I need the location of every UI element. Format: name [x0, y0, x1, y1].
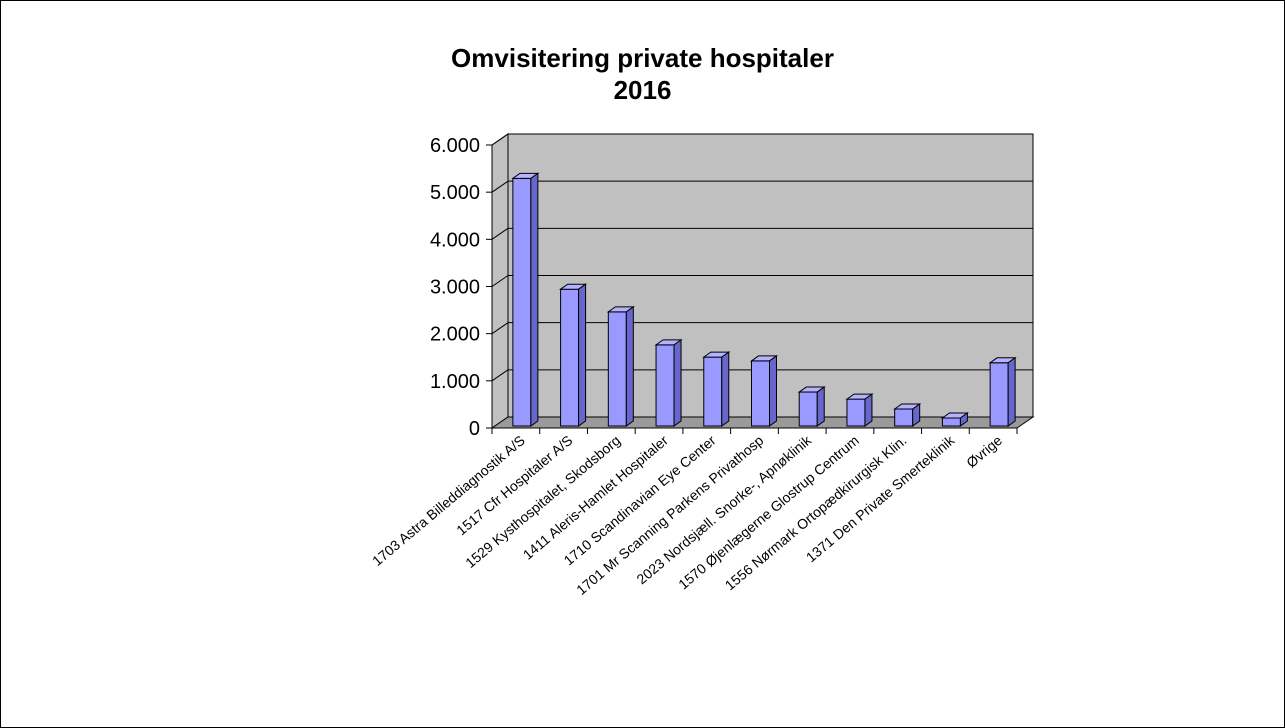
- bar-side: [912, 403, 921, 427]
- bar-side: [530, 172, 539, 427]
- bar-front: [846, 398, 866, 427]
- bar-side: [625, 305, 634, 427]
- bar: [893, 403, 922, 427]
- y-tick-label: 4.000: [430, 229, 480, 251]
- chart-title-line-1: Omvisitering private hospitaler: [451, 43, 834, 73]
- gridline-side: [491, 227, 509, 240]
- bar: [511, 172, 540, 427]
- bar-front: [703, 356, 723, 427]
- bar-side: [1007, 356, 1016, 427]
- bar-side: [578, 283, 587, 427]
- chart-title: Omvisitering private hospitaler 2016: [0, 42, 1285, 106]
- gridline-side: [491, 275, 509, 287]
- y-tick-label: 5.000: [430, 182, 480, 204]
- gridline-side: [491, 369, 509, 382]
- gridlines: [491, 133, 1033, 382]
- bar: [702, 351, 731, 427]
- y-tick-label: 1.000: [430, 371, 480, 393]
- y-tick-label: 2.000: [430, 324, 480, 346]
- gridline-side: [491, 180, 509, 193]
- y-tick-label: 3.000: [430, 277, 480, 299]
- bar-front: [655, 344, 675, 427]
- gridline-side: [491, 133, 509, 146]
- x-tick-label: Øvrige: [963, 432, 1005, 471]
- bar: [988, 356, 1017, 427]
- bar: [797, 386, 826, 427]
- bar-side: [959, 412, 968, 427]
- bar: [606, 305, 635, 427]
- bar: [845, 393, 874, 427]
- bar: [559, 283, 588, 427]
- bar: [654, 338, 683, 427]
- gridline-side: [491, 322, 509, 335]
- y-axis-ticks: 0 1.000 2.000 3.000 4.000 5.000 6.000: [430, 135, 492, 440]
- bar-front: [751, 360, 770, 427]
- bar-side: [864, 393, 873, 427]
- bar-side: [721, 351, 730, 427]
- y-tick-label: 6.000: [430, 135, 480, 157]
- bar-front: [798, 391, 818, 427]
- bar-front: [560, 288, 580, 427]
- bar-side: [769, 354, 777, 427]
- bars: [511, 172, 1017, 427]
- bar-front: [894, 408, 914, 427]
- bar-front: [941, 417, 961, 427]
- chart-title-line-2: 2016: [613, 75, 672, 105]
- x-tick-label: 2023 Nordsjæll. Snorke-, Apnøklinik: [633, 431, 815, 587]
- bar-side: [673, 338, 682, 427]
- y-tick-label: 0: [469, 418, 480, 440]
- bar-front: [512, 177, 532, 427]
- bar-side: [816, 386, 825, 427]
- bar: [940, 412, 969, 427]
- bar-front: [607, 311, 627, 427]
- bar: [749, 354, 779, 427]
- bar-front: [989, 362, 1009, 427]
